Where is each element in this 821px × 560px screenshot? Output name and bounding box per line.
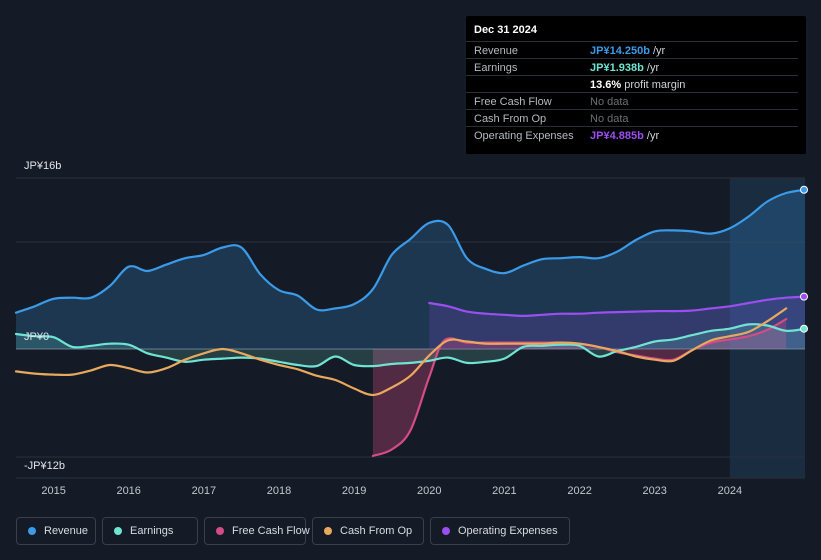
legend-item-operating-expenses[interactable]: Operating Expenses [430,517,570,545]
line-revenue [14,188,807,314]
line-cash-from-op [14,307,788,397]
tooltip-row: Revenue JP¥14.250b /yr [466,41,798,59]
tooltip-label: Operating Expenses [474,130,574,142]
tooltip-value: No data [590,113,629,125]
tooltip-value: 13.6% profit margin [590,79,686,91]
tooltip-label: Earnings [474,62,518,74]
gridlines [16,177,805,479]
tooltip-value: JP¥1.938b /yr [590,62,660,74]
x-tick-2024: 2024 [717,485,743,497]
tooltip-row: Operating Expenses JP¥4.885b /yr [466,126,798,144]
legend-item-earnings[interactable]: Earnings [102,517,198,545]
marker-earnings[interactable] [800,324,808,333]
area-free-cash-flow [372,319,787,456]
legend-dot-icon [216,527,224,535]
x-tick-2020: 2020 [417,485,442,497]
line-earnings [14,323,807,368]
area-operating-expenses [429,296,805,349]
tooltip-row: Cash From Op No data [466,109,798,127]
legend-label: Free Cash Flow [232,525,310,537]
legend-dot-icon [324,527,332,535]
tooltip-row: Free Cash Flow No data [466,92,798,110]
tooltip-row: 13.6% profit margin [466,75,798,93]
legend-dot-icon [114,527,122,535]
x-tick-2019: 2019 [341,485,367,497]
marker-revenue[interactable] [800,185,808,194]
area-earnings [16,324,805,367]
legend-item-free-cash-flow[interactable]: Free Cash Flow [204,517,310,545]
tooltip-label: Free Cash Flow [474,96,552,108]
x-tick-2016: 2016 [116,485,141,497]
x-tick-2018: 2018 [266,485,292,497]
tooltip-row: Earnings JP¥1.938b /yr [466,58,798,76]
series-end-markers [800,185,808,333]
tooltip-value: JP¥14.250b /yr [590,45,666,57]
tooltip-value: No data [590,96,629,108]
marker-operating-expenses[interactable] [800,292,808,301]
tooltip: Dec 31 2024 Revenue JP¥14.250b /yr Earning… [466,16,806,154]
series-lines [14,188,807,457]
y-label-zero: JP¥0 [24,331,50,343]
legend-label: Operating Expenses [458,525,558,537]
legend-label: Earnings [130,525,174,537]
x-tick-2017: 2017 [191,485,217,497]
line-operating-expenses [428,295,807,317]
x-tick-2021: 2021 [492,485,517,497]
legend-label: Revenue [44,525,89,537]
x-tick-2023: 2023 [642,485,667,497]
y-label-top: JP¥16b [24,160,62,172]
series-fills [16,189,805,456]
y-label-bottom: -JP¥12b [24,460,65,472]
x-tick-2022: 2022 [567,485,592,497]
tooltip-label: Revenue [474,45,519,57]
legend-label: Cash From Op [340,525,413,537]
tooltip-value: JP¥4.885b /yr [590,130,660,142]
tooltip-date: Dec 31 2024 [474,24,537,36]
legend-item-cash-from-op[interactable]: Cash From Op [312,517,424,545]
tooltip-label: Cash From Op [474,113,547,125]
legend-dot-icon [442,527,450,535]
legend-dot-icon [28,527,36,535]
area-revenue [16,189,805,349]
forecast-highlight [729,178,805,478]
x-tick-2015: 2015 [41,485,66,497]
legend-item-revenue[interactable]: Revenue [16,517,96,545]
